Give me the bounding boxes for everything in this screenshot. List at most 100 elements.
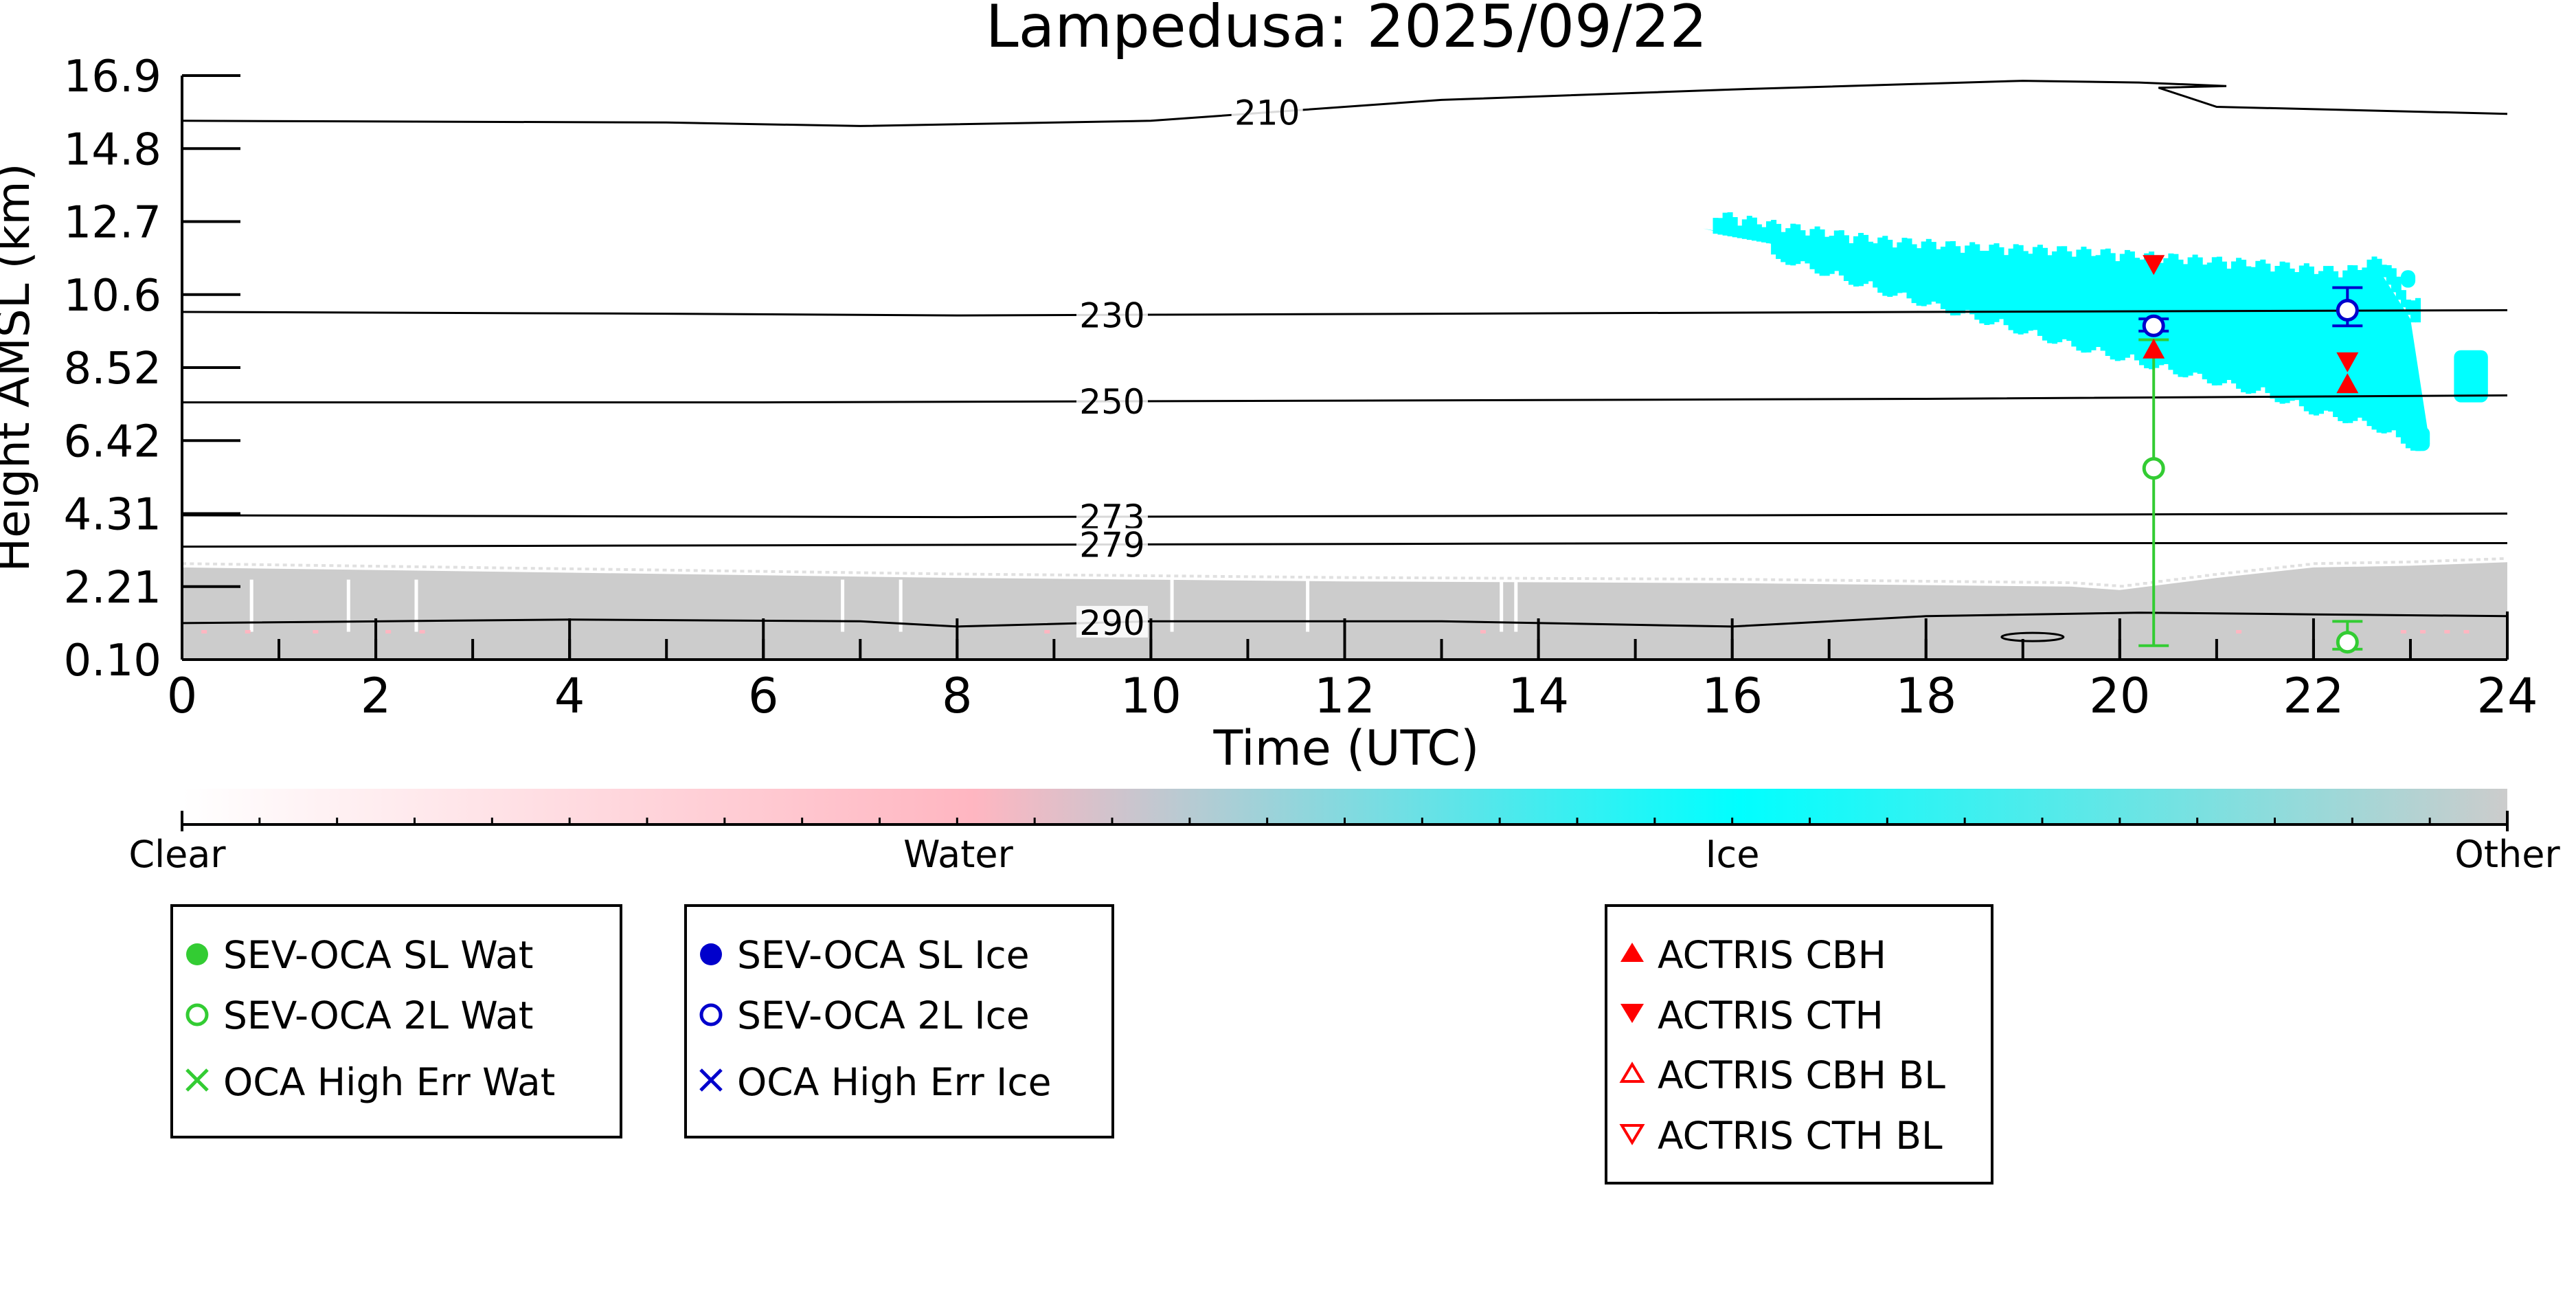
ice-class-fringe — [1950, 294, 1956, 316]
ice-class-fringe — [2231, 369, 2237, 384]
ice-class-fringe — [2100, 249, 2106, 273]
ice-class-fringe — [2284, 262, 2290, 287]
ice-class-fringe — [2047, 322, 2053, 344]
other-class-speck — [716, 569, 721, 572]
y-tick-label: 10.6 — [64, 271, 162, 322]
ice-class-fringe — [1969, 242, 1976, 267]
ice-class-fringe — [2173, 355, 2179, 374]
other-class-gap — [346, 579, 350, 632]
other-class-speck — [1569, 577, 1574, 580]
ice-class-fringe — [2139, 346, 2145, 366]
ice-class-fringe — [1993, 307, 2000, 322]
other-class-speck — [190, 562, 194, 565]
ice-class-fringe — [1741, 219, 1748, 239]
other-class-speck — [918, 572, 923, 575]
ice-class-fringe — [2391, 268, 2397, 293]
ice-class-fringe — [1838, 261, 1844, 276]
other-class-speck — [1717, 578, 1721, 581]
other-class-speck — [841, 571, 846, 574]
other-class-gap — [1306, 579, 1310, 632]
ice-class-fringe — [2308, 393, 2314, 415]
other-class-speck — [1112, 574, 1116, 577]
ice-class-fringe — [2216, 256, 2222, 281]
other-class-speck — [2367, 561, 2372, 564]
x-tick-label: 16 — [1702, 668, 1763, 724]
ice-class-fringe — [2129, 344, 2135, 355]
other-class-speck — [1817, 579, 1822, 582]
x-tick-label: 2 — [361, 668, 392, 724]
other-class-speck — [787, 570, 791, 574]
other-class-speck — [1662, 577, 1667, 581]
ice-class-fringe — [2206, 262, 2213, 280]
ice-class-fringe — [1829, 258, 1835, 274]
ice-class-fringe — [1993, 243, 2000, 268]
other-class-speck — [1833, 579, 1838, 582]
y-tick-label: 14.8 — [64, 124, 162, 175]
ice-class-fringe — [2347, 403, 2353, 423]
ice-class-fringe — [1819, 229, 1825, 251]
other-class-speck — [2026, 581, 2031, 584]
x-tick-label: 14 — [1508, 668, 1569, 724]
ice-class-fringe — [2061, 246, 2068, 270]
ice-class-fringe — [2057, 325, 2063, 343]
ice-class-fringe — [2192, 254, 2198, 279]
ice-class-fringe — [2202, 362, 2208, 380]
other-class-speck — [577, 568, 582, 571]
other-class-speck — [639, 568, 644, 572]
other-class-speck — [1460, 576, 1465, 580]
ice-class-fringe — [1800, 249, 1806, 262]
ice-class-fringe — [1824, 256, 1830, 276]
other-class-speck — [499, 566, 504, 570]
other-class-speck — [414, 565, 419, 568]
ice-class-fringe — [2211, 364, 2217, 385]
legend-sl-wat-marker — [186, 943, 208, 965]
other-class-speck — [1980, 580, 1985, 583]
water-class-speck — [201, 630, 207, 633]
other-class-speck — [1848, 579, 1853, 582]
other-class-speck — [2267, 567, 2272, 570]
other-class-gap — [414, 579, 418, 632]
water-class-speck — [2420, 630, 2426, 633]
other-class-speck — [631, 568, 636, 572]
ice-class-fringe — [2270, 379, 2276, 398]
other-class-speck — [2173, 578, 2178, 581]
colorbar: Clear Water Ice Other — [128, 789, 2560, 876]
ice-class-fringe — [2086, 333, 2092, 352]
ice-class-fringe — [1713, 218, 1719, 234]
ice-class-fringe — [2119, 341, 2125, 361]
ice-class-fringe — [1940, 291, 1946, 309]
x-tick-label: 4 — [554, 668, 585, 724]
other-class-speck — [732, 570, 737, 573]
y-tick-label: 2.21 — [64, 563, 162, 614]
other-class-speck — [2204, 574, 2209, 577]
other-class-speck — [1902, 579, 1907, 583]
ice-class-fringe — [1892, 278, 1898, 296]
other-class-speck — [1065, 573, 1070, 576]
ice-class-fringe — [2187, 257, 2193, 279]
ice-class-fringe — [1756, 224, 1762, 242]
other-class-speck — [221, 563, 225, 566]
ice-class-fringe — [1858, 233, 1864, 258]
other-class-speck — [236, 563, 240, 566]
ice-class-fringe — [2173, 254, 2179, 278]
other-class-speck — [2468, 558, 2473, 561]
ice-class-fringe — [1868, 241, 1874, 259]
other-class-speck — [2383, 561, 2388, 564]
ice-class-fringe — [2149, 348, 2155, 370]
ice-class-patch — [2454, 350, 2488, 403]
ice-class-fringe — [2114, 261, 2121, 273]
ice-class-fringe — [2037, 245, 2043, 269]
other-class-speck — [430, 565, 435, 569]
ice-class-fringe — [2366, 408, 2373, 427]
legend-ice-frame — [684, 904, 1114, 1138]
ice-class-fringe — [2047, 255, 2053, 270]
contour-label-230: 230 — [1079, 295, 1144, 335]
other-class-speck — [275, 563, 280, 567]
ice-class-fringe — [1761, 227, 1767, 243]
other-class-speck — [972, 572, 977, 576]
other-class-speck — [1221, 575, 1225, 578]
other-class-speck — [484, 566, 489, 570]
legend-err-ice-marker — [699, 1068, 723, 1092]
ice-class-fringe — [2008, 311, 2014, 330]
x-tick-label: 22 — [2283, 668, 2344, 724]
